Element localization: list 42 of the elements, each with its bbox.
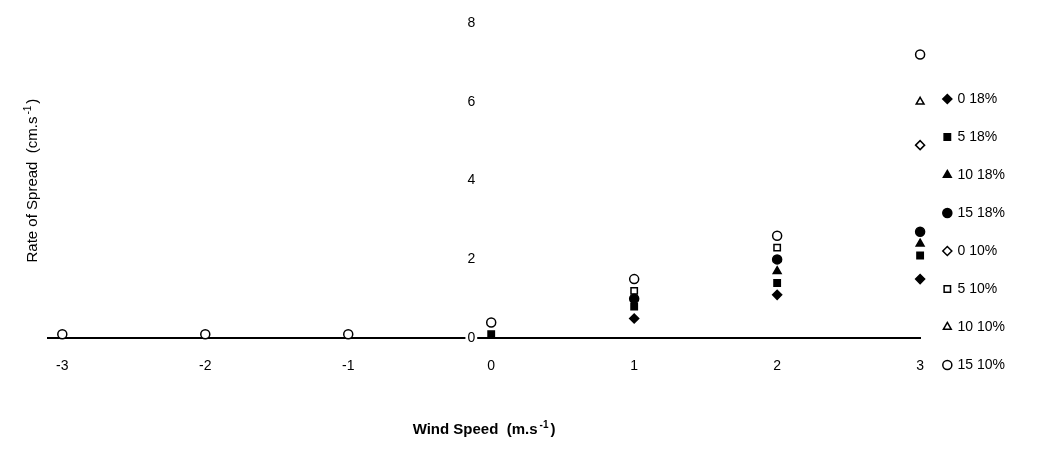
point bbox=[915, 96, 925, 105]
x-tick-label: 2 bbox=[773, 357, 782, 374]
legend-label: 10 10% bbox=[957, 317, 1005, 334]
point bbox=[200, 329, 211, 340]
point bbox=[914, 273, 926, 285]
point bbox=[915, 238, 925, 247]
legend-label: 5 10% bbox=[957, 279, 998, 296]
point bbox=[630, 286, 639, 295]
y-tick-label: 4 bbox=[467, 171, 476, 188]
point bbox=[916, 251, 925, 260]
point bbox=[914, 226, 926, 238]
x-tick-label: -2 bbox=[199, 357, 212, 374]
x-tick-label: 1 bbox=[630, 357, 639, 374]
point bbox=[628, 313, 640, 324]
legend-label: 15 18% bbox=[957, 203, 1005, 220]
point bbox=[773, 243, 782, 252]
point bbox=[914, 49, 926, 60]
y-tick-label: 2 bbox=[467, 250, 476, 267]
point bbox=[628, 273, 640, 285]
point bbox=[342, 329, 354, 340]
point bbox=[773, 279, 782, 287]
point bbox=[914, 139, 926, 151]
point bbox=[771, 230, 783, 242]
x-tick-label: 0 bbox=[487, 357, 496, 374]
legend-label: 15 10% bbox=[957, 355, 1005, 372]
point bbox=[57, 329, 68, 340]
point bbox=[771, 254, 783, 265]
y-tick-label: 0 bbox=[467, 329, 476, 346]
legend-label: 0 18% bbox=[957, 89, 998, 106]
legend-label: 10 18% bbox=[957, 165, 1005, 182]
point bbox=[630, 302, 639, 311]
x-tick-label: 3 bbox=[916, 357, 925, 374]
legend-label: 5 18% bbox=[957, 127, 998, 144]
legend-label: 0 10% bbox=[957, 241, 998, 258]
y-axis-title: Rate of Spread (cm.s-1) bbox=[22, 98, 40, 263]
point bbox=[485, 317, 497, 328]
point bbox=[772, 265, 782, 275]
point bbox=[771, 289, 783, 301]
x-tick-label: -1 bbox=[342, 357, 355, 374]
y-tick-label: 6 bbox=[467, 92, 476, 109]
y-tick-label: 8 bbox=[467, 13, 476, 30]
x-tick-label: -3 bbox=[56, 357, 69, 374]
